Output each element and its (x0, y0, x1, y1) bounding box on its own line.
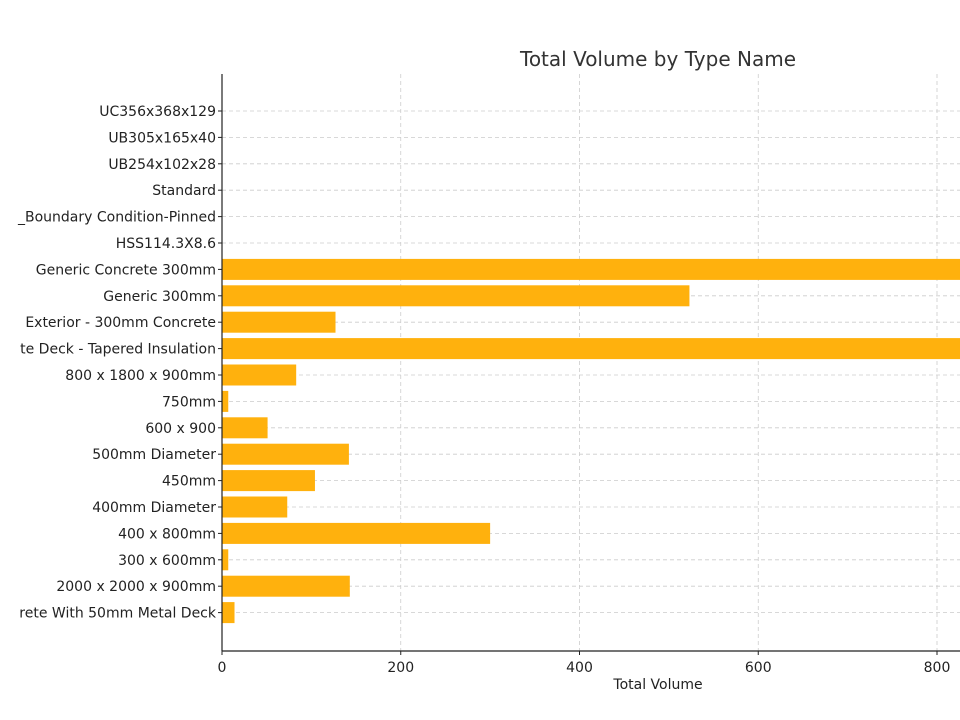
y-tick-label: 800 x 1800 x 900mm (65, 368, 216, 384)
y-tick-label: 450mm (162, 474, 216, 490)
x-tick-label: 800 (924, 660, 951, 676)
y-tick-label: te Deck - Tapered Insulation (20, 342, 216, 358)
axes (221, 74, 960, 652)
y-tick-label: 500mm Diameter (92, 447, 216, 463)
y-tick-label: HSS114.3X8.6 (116, 236, 216, 252)
bar (222, 470, 315, 492)
x-tick-labels: 0 200 400 600 800 (218, 651, 951, 676)
y-tick-label: 300 x 600mm (118, 553, 216, 569)
y-tick-label: 750mm (162, 394, 216, 410)
bar (222, 285, 690, 307)
bar (222, 338, 960, 360)
y-tick-label: Exterior - 300mm Concrete (25, 315, 216, 331)
x-tick-label: 400 (566, 660, 593, 676)
bars (222, 100, 960, 624)
y-tick-label: 600 x 900 (145, 421, 216, 437)
bar (222, 390, 229, 412)
y-tick-label: 2000 x 2000 x 900mm (56, 579, 216, 595)
y-tick-label: UC356x368x129 (99, 104, 216, 120)
chart-title: Total Volume by Type Name (519, 47, 796, 71)
y-tick-label: Standard (152, 183, 216, 199)
bar (222, 258, 960, 280)
y-tick-label: Generic Concrete 300mm (36, 262, 216, 278)
y-tick-label: 400 x 800mm (118, 526, 216, 542)
y-tick-label: _Boundary Condition-Pinned (17, 210, 216, 226)
bar (222, 549, 229, 571)
y-tick-label: UB305x165x40 (108, 130, 216, 146)
y-tick-label: rete With 50mm Metal Deck (19, 606, 217, 622)
bar (222, 575, 350, 597)
x-axis-label: Total Volume (612, 677, 702, 693)
y-tick-label: Generic 300mm (103, 289, 216, 305)
x-tick-label: 200 (387, 660, 414, 676)
y-tick-label: UB254x102x28 (108, 157, 216, 173)
x-tick-label: 0 (218, 660, 227, 676)
y-tick-label: 400mm Diameter (92, 500, 216, 516)
bar (222, 417, 268, 439)
grid (222, 74, 960, 651)
bar (222, 602, 235, 624)
bar (222, 496, 288, 518)
y-tick-labels: UC356x368x129 UB305x165x40 UB254x102x28 Sta… (17, 104, 222, 622)
bar (222, 364, 297, 386)
bar (222, 522, 491, 544)
bar (222, 443, 349, 465)
x-tick-label: 600 (745, 660, 772, 676)
bar (222, 311, 336, 333)
